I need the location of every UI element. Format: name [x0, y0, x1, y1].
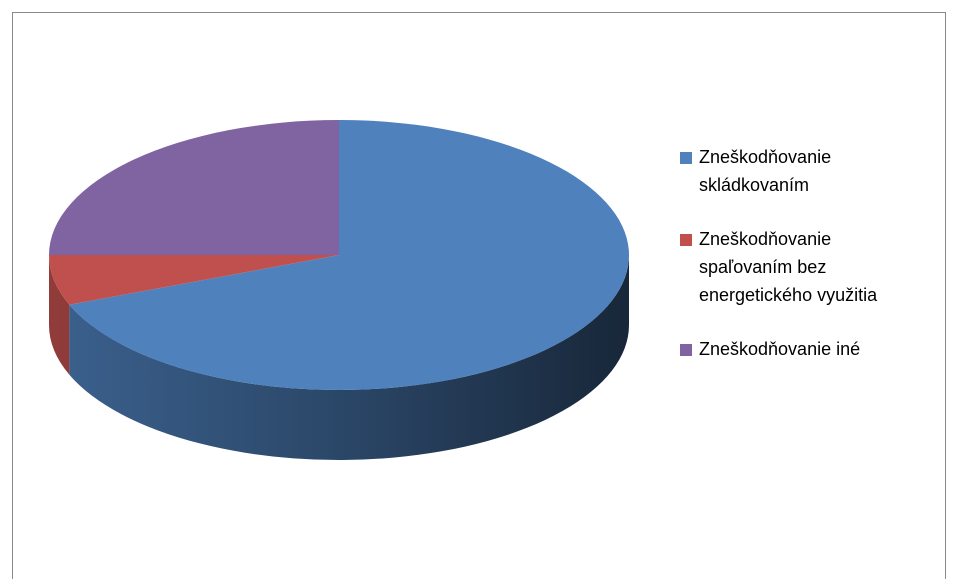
- legend-swatch: [680, 344, 692, 356]
- legend: Zneškodňovanie skládkovaním Zneškodňovani…: [680, 143, 914, 389]
- pie-side: [69, 255, 630, 461]
- pie-side: [49, 255, 70, 375]
- legend-label: Zneškodňovanie iné: [699, 339, 861, 359]
- chart-frame: [12, 12, 946, 579]
- pie-slice: [49, 120, 339, 255]
- pie-slice: [49, 255, 339, 305]
- legend-item: Zneškodňovanie iné: [680, 335, 914, 363]
- legend-swatch: [680, 152, 692, 164]
- legend-label: Zneškodňovanie skládkovaním: [699, 147, 832, 195]
- legend-item: Zneškodňovanie spaľovaním bez energetick…: [680, 225, 914, 309]
- legend-label: Zneškodňovanie spaľovaním bez energetick…: [699, 229, 878, 305]
- legend-item: Zneškodňovanie skládkovaním: [680, 143, 914, 199]
- pie-slice: [69, 120, 630, 390]
- legend-swatch: [680, 234, 692, 246]
